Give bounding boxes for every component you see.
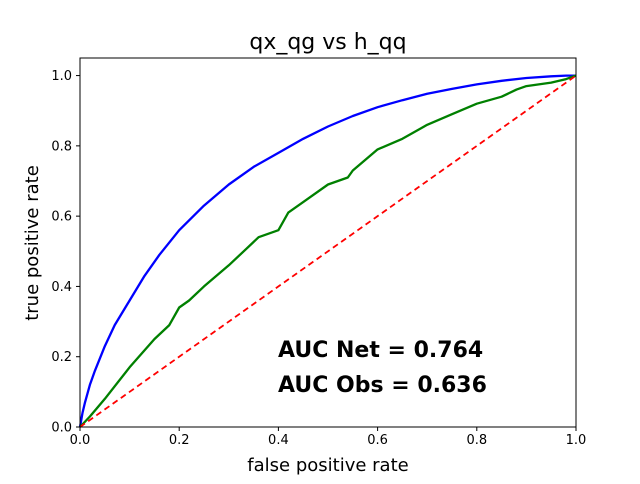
y-tick-label: 0.0 — [51, 421, 72, 436]
auc-obs-annotation: AUC Obs = 0.636 — [278, 373, 487, 398]
y-tick-label: 1.0 — [51, 69, 72, 84]
x-tick-label: 0.0 — [70, 433, 91, 448]
x-tick-label: 0.6 — [367, 433, 388, 448]
y-tick-label: 0.2 — [51, 350, 72, 365]
y-tick-label: 0.6 — [51, 210, 72, 225]
auc-net-annotation: AUC Net = 0.764 — [278, 338, 483, 363]
series-line-0 — [78, 74, 576, 428]
series-line-2 — [79, 74, 577, 428]
x-tick-label: 0.8 — [466, 433, 487, 448]
plot-area — [78, 74, 577, 428]
x-tick-label: 1.0 — [566, 433, 587, 448]
y-tick-label: 0.4 — [51, 280, 72, 295]
axis-ticks: 0.0 0.2 0.4 0.6 0.8 1.0 0.0 0.2 0.4 0.6 0.8 1.0 — [51, 69, 586, 448]
x-axis-label: false positive rate — [247, 455, 408, 476]
series-line-1 — [79, 74, 577, 428]
plot-frame — [79, 57, 577, 428]
chart-title: qx_qg vs h_qq — [249, 30, 406, 55]
y-tick-label: 0.8 — [51, 139, 72, 154]
x-tick-label: 0.2 — [169, 433, 190, 448]
x-tick-label: 0.4 — [268, 433, 289, 448]
y-axis-label: true positive rate — [22, 165, 43, 321]
